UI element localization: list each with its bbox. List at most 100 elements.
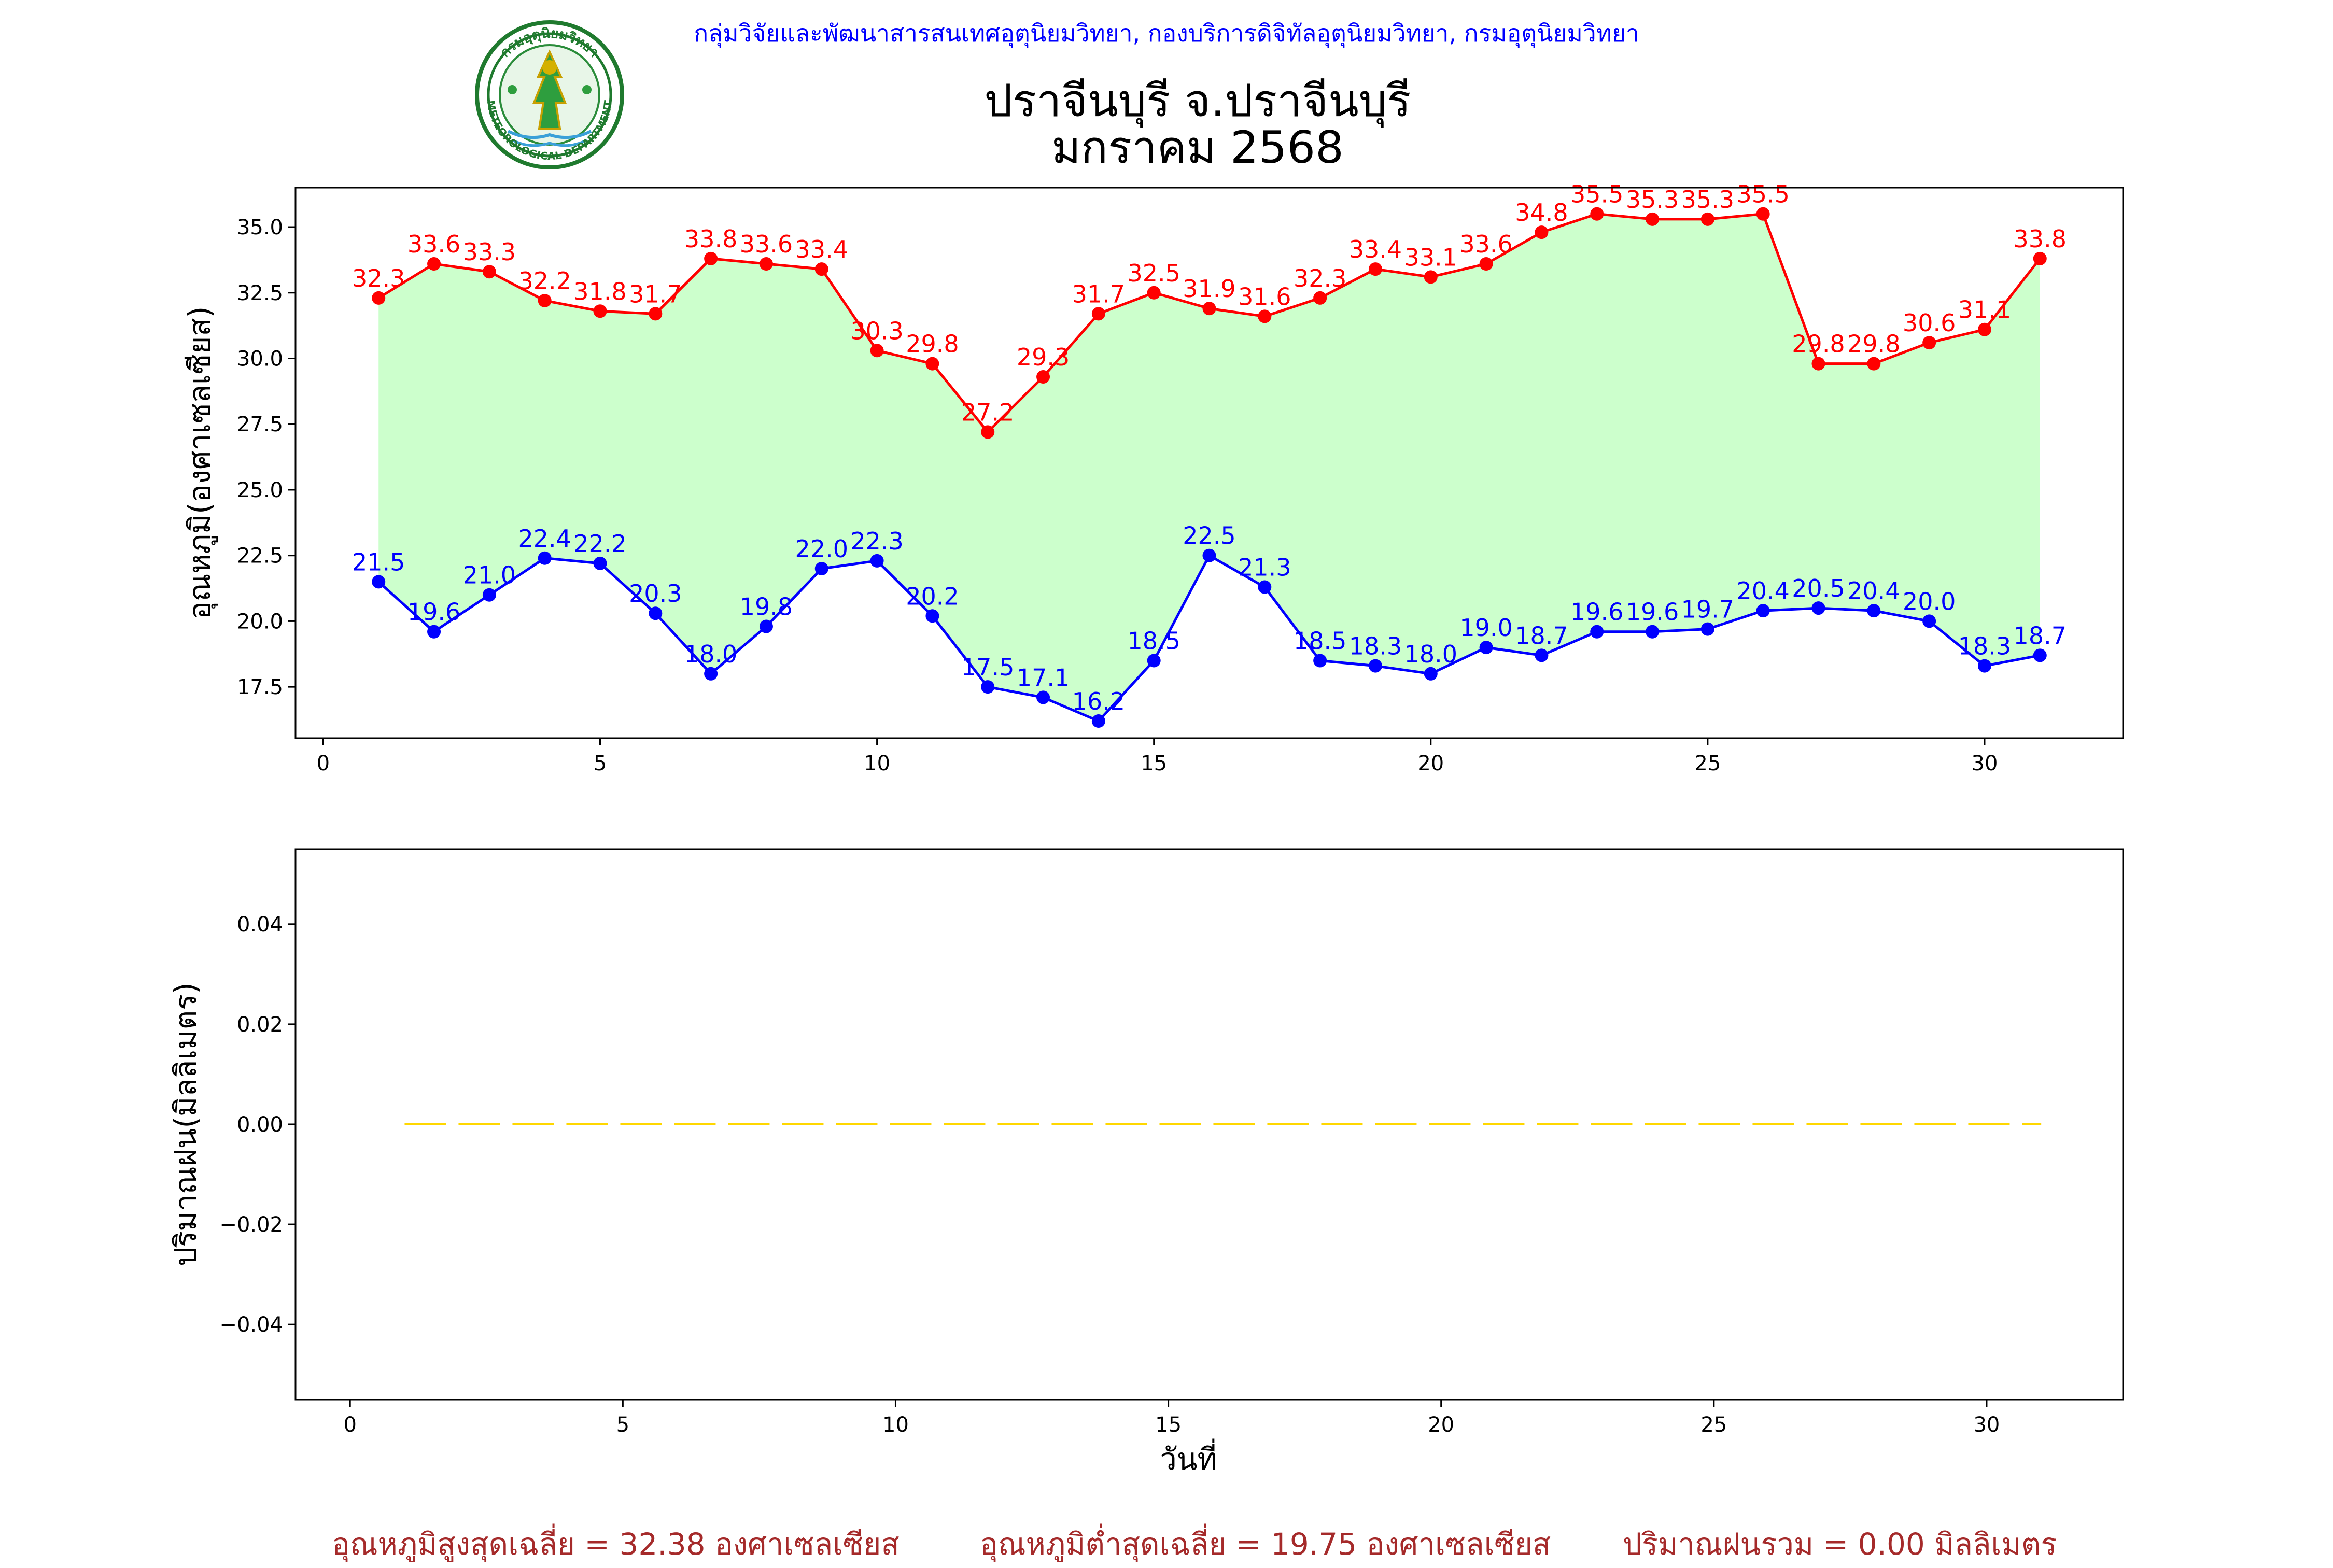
x-tick-label: 5 [594, 752, 607, 775]
min-value-label-day-18: 18.5 [1294, 627, 1346, 655]
max-value-label-day-11: 29.8 [906, 330, 959, 358]
x-tick-label: 0 [343, 1413, 356, 1437]
min-value-label-day-12: 17.5 [961, 653, 1014, 681]
min-point-day-2 [427, 625, 441, 639]
min-value-label-day-13: 17.1 [1017, 663, 1070, 691]
min-value-label-day-31: 18.7 [2014, 621, 2067, 649]
min-point-day-18 [1313, 654, 1327, 668]
y-tick-label: 17.5 [237, 675, 283, 699]
max-point-day-4 [538, 293, 552, 307]
min-value-label-day-26: 20.4 [1736, 577, 1789, 605]
min-value-label-day-28: 20.4 [1847, 577, 1900, 605]
min-point-day-21 [1479, 641, 1493, 655]
min-value-label-day-7: 18.0 [684, 640, 737, 668]
y-tick-label: 27.5 [237, 413, 283, 436]
max-value-label-day-30: 31.1 [1958, 296, 2011, 324]
min-point-day-19 [1368, 659, 1382, 673]
min-value-label-day-4: 22.4 [518, 525, 571, 553]
x-tick-label: 25 [1700, 1413, 1727, 1437]
max-value-label-day-12: 27.2 [961, 398, 1014, 426]
min-point-day-13 [1036, 690, 1050, 704]
min-value-label-day-23: 19.6 [1570, 598, 1623, 626]
max-point-day-28 [1867, 357, 1881, 371]
x-axis-label: วันที่ [1160, 1438, 1217, 1477]
min-value-label-day-20: 18.0 [1404, 640, 1457, 668]
max-point-day-14 [1091, 307, 1105, 321]
min-value-label-day-16: 22.5 [1183, 522, 1235, 550]
department-header: กลุ่มวิจัยและพัฒนาสารสนเทศอุตุนิยมวิทยา,… [694, 19, 1639, 47]
x-tick-label: 25 [1694, 752, 1721, 775]
min-point-day-31 [2033, 648, 2047, 662]
y-tick-label: −0.02 [219, 1213, 283, 1237]
max-point-day-8 [759, 257, 773, 271]
y-tick-label: 20.0 [237, 610, 283, 633]
max-point-day-18 [1313, 291, 1327, 305]
max-value-label-day-20: 33.1 [1404, 243, 1457, 271]
y-tick-label: 0.00 [237, 1113, 283, 1137]
y-tick-label: 22.5 [237, 544, 283, 568]
min-value-label-day-17: 21.3 [1238, 554, 1291, 582]
rainfall-chart: 0 5 10 15 20 25 30 −0.04 −0.02 0.00 0.02 0.04 ปริมาณ… [168, 848, 2124, 1477]
y-axis-label: ปริมาณฝน(มิลลิเมตร) [168, 982, 203, 1266]
x-tick-label: 15 [1141, 752, 1167, 775]
x-tick-label: 30 [1972, 752, 1998, 775]
max-value-label-day-2: 33.6 [407, 230, 460, 258]
min-value-label-day-6: 20.3 [629, 580, 682, 608]
min-point-day-23 [1590, 625, 1604, 639]
max-point-day-30 [1977, 322, 1991, 336]
max-value-label-day-28: 29.8 [1847, 330, 1900, 358]
min-value-label-day-11: 20.2 [906, 582, 959, 610]
y-tick-label: 32.5 [237, 281, 283, 305]
max-point-day-27 [1811, 357, 1825, 371]
min-value-label-day-5: 22.2 [573, 530, 626, 558]
chart-title: ปราจีนบุรี จ.ปราจีนบุรี มกราคม 2568 [690, 78, 1706, 172]
plot-frame [294, 187, 2124, 739]
max-value-label-day-26: 35.5 [1736, 180, 1789, 208]
max-point-day-24 [1646, 212, 1660, 226]
min-point-day-5 [593, 556, 607, 570]
summary-avg-min: อุณหภูมิต่ำสุดเฉลี่ย = 19.75 องศาเซลเซีย… [980, 1527, 1551, 1562]
min-value-label-day-22: 18.7 [1515, 621, 1568, 649]
max-point-day-16 [1202, 302, 1216, 316]
min-point-day-16 [1202, 548, 1216, 562]
max-point-day-10 [870, 344, 884, 358]
min-value-label-day-29: 20.0 [1903, 587, 1956, 615]
max-value-label-day-21: 33.6 [1459, 230, 1512, 258]
max-value-label-day-4: 32.2 [518, 267, 571, 295]
min-value-label-day-1: 21.5 [352, 548, 405, 576]
summary-avg-max: อุณหภูมิสูงสุดเฉลี่ย = 32.38 องศาเซลเซีย… [332, 1527, 900, 1562]
max-point-day-23 [1590, 207, 1604, 221]
max-point-day-29 [1922, 336, 1936, 350]
min-point-day-24 [1646, 625, 1660, 639]
min-value-label-day-2: 19.6 [407, 598, 460, 626]
y-tick-label: −0.04 [219, 1313, 283, 1337]
min-point-day-12 [981, 680, 995, 694]
min-point-day-20 [1424, 667, 1438, 681]
max-value-label-day-13: 29.3 [1017, 343, 1070, 371]
max-value-label-day-15: 32.5 [1127, 259, 1180, 287]
min-point-day-14 [1091, 714, 1105, 728]
min-value-label-day-15: 18.5 [1127, 627, 1180, 655]
max-point-day-9 [814, 262, 828, 276]
max-value-label-day-19: 33.4 [1349, 235, 1402, 263]
min-point-day-7 [704, 667, 718, 681]
max-point-day-6 [649, 307, 663, 321]
max-point-day-20 [1424, 270, 1438, 284]
max-point-day-3 [482, 265, 496, 279]
x-tick-label: 30 [1973, 1413, 2000, 1437]
min-value-label-day-9: 22.0 [795, 535, 848, 563]
temperature-chart: 32.333.6 33.332.2 31.8 31.733.8 33.6 33.430.3… [182, 180, 2124, 775]
max-point-day-17 [1258, 309, 1272, 323]
max-value-label-day-6: 31.7 [629, 280, 682, 308]
min-value-label-day-3: 21.0 [463, 561, 516, 589]
min-point-day-6 [649, 606, 663, 620]
max-point-day-25 [1700, 212, 1714, 226]
x-tick-label: 5 [616, 1413, 629, 1437]
min-point-day-25 [1700, 622, 1714, 636]
max-value-label-day-23: 35.5 [1570, 180, 1623, 208]
min-point-day-3 [482, 588, 496, 602]
max-value-label-day-17: 31.6 [1238, 282, 1291, 310]
chart-title-line-1: ปราจีนบุรี จ.ปราจีนบุรี [984, 75, 1411, 127]
